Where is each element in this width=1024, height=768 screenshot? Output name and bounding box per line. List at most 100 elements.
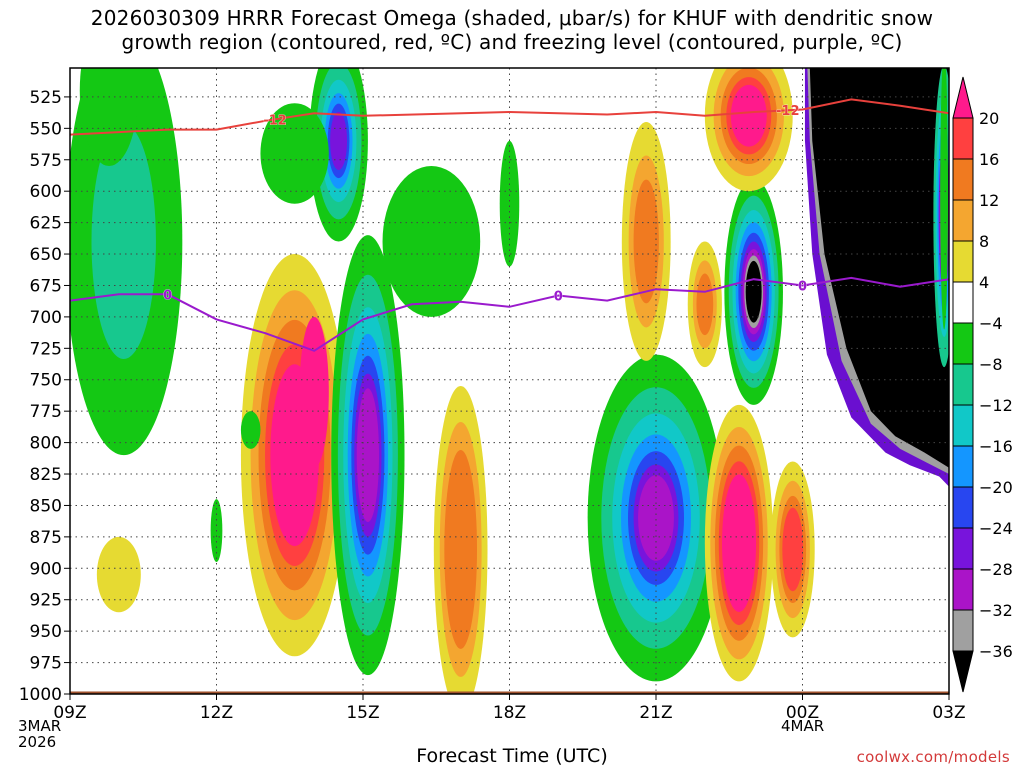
contour-label-0-1: -12 <box>776 104 800 119</box>
colorbar-label-10: −24 <box>979 519 1013 538</box>
colorbar-swatch-5 <box>952 322 974 365</box>
notch-east-inner <box>940 68 949 330</box>
xtick-label-12Z: 12Z <box>200 703 233 723</box>
colorbar-swatch-0 <box>952 117 974 160</box>
colorbar-swatch-11 <box>952 568 974 611</box>
contour-label-0-0: -12 <box>263 113 287 128</box>
x-axis-label: Forecast Time (UTC) <box>416 745 608 767</box>
colorbar-label-11: −28 <box>979 560 1013 579</box>
time-axis: 09Z 12Z 15Z 18Z 21Z 00Z 03Z <box>53 694 966 723</box>
contour-label-1-1: 0 <box>554 290 563 305</box>
uplift-west-top-0 <box>79 68 139 167</box>
colorbar-swatch-1 <box>952 158 974 201</box>
colorbar-cap-top <box>952 76 974 119</box>
uplift-upper-left-0 <box>260 103 329 204</box>
xtick-label-03Z: 03Z <box>932 703 965 723</box>
xtick-label-21Z: 21Z <box>639 703 672 723</box>
ytick-label-825: 825 <box>30 465 62 485</box>
colorbar-label-8: −16 <box>979 437 1013 456</box>
ytick-label-850: 850 <box>30 496 62 516</box>
colorbar-label-4: 4 <box>979 273 989 292</box>
title-line-1: 2026030309 HRRR Forecast Omega (shaded, … <box>90 6 934 30</box>
day2-date-label: 4MAR <box>781 717 825 735</box>
colorbar-label-13: −36 <box>979 642 1013 661</box>
uplift-upper-mid-5 <box>330 111 348 170</box>
colorbar-swatch-7 <box>952 404 974 447</box>
gridlines <box>70 68 949 694</box>
start-date-label: 3MAR 2026 <box>18 718 61 750</box>
uplift-21z-6 <box>638 475 674 561</box>
subsidence-far-west-0 <box>96 536 141 613</box>
colorbar: 20 16 12 8 4 −4 −8 −12 −16 −20 −24 −28 −32 −36 <box>952 76 1013 693</box>
subsidence-23z-low-4 <box>721 474 757 612</box>
uplift-15z-upper-0 <box>382 166 481 317</box>
colorbar-swatch-10 <box>952 527 974 570</box>
xtick-label-09Z: 09Z <box>53 703 86 723</box>
ytick-label-575: 575 <box>30 151 62 171</box>
xtick-label-00Z: 00Z <box>786 703 819 723</box>
colorbar-label-5: −4 <box>979 314 1003 333</box>
subsidence-20z-2 <box>633 179 659 304</box>
colorbar-swatch-4 <box>952 281 974 324</box>
start-date-month: 3MAR <box>18 717 62 735</box>
colorbar-label-9: −20 <box>979 478 1013 497</box>
ytick-label-950: 950 <box>30 622 62 642</box>
colorbar-swatch-8 <box>952 445 974 488</box>
ytick-label-625: 625 <box>30 214 62 234</box>
pressure-axis: 525 550 575 600 625 650 675 700 725 750 775 800 825 8… <box>19 88 70 705</box>
colorbar-label-1: 16 <box>979 150 999 169</box>
subsidence-23z-upper-4 <box>730 84 767 147</box>
colorbar-label-2: 12 <box>979 191 999 210</box>
ytick-label-525: 525 <box>30 88 62 108</box>
subsidence-22z-2 <box>696 273 714 336</box>
uplift-17z-0 <box>499 140 520 267</box>
ytick-label-725: 725 <box>30 339 62 359</box>
contour-label-1-2: 0 <box>798 279 807 294</box>
xtick-label-18Z: 18Z <box>493 703 526 723</box>
terrain-surface <box>70 691 949 694</box>
colorbar-swatch-2 <box>952 199 974 242</box>
contour-freezing-level <box>70 276 949 352</box>
contour-label-1-0: 0 <box>163 288 172 303</box>
uplift-15z-6 <box>356 388 380 523</box>
subsidence-17z-2 <box>444 450 478 649</box>
ytick-label-700: 700 <box>30 308 62 328</box>
colorbar-label-0: 20 <box>979 109 999 128</box>
colorbar-label-6: −8 <box>979 355 1003 374</box>
ytick-label-1000: 1000 <box>19 685 62 705</box>
uplift-east-core <box>809 68 949 468</box>
colorbar-swatch-12 <box>952 609 974 652</box>
ytick-label-800: 800 <box>30 434 62 454</box>
colorbar-cap-bottom <box>952 650 974 693</box>
subsidence-01z-low-3 <box>782 507 804 592</box>
title-line-2: growth region (contoured, red, ºC) and f… <box>121 30 903 54</box>
ytick-label-750: 750 <box>30 371 62 391</box>
temperature-contours: -12 -12 0 0 0 <box>70 98 949 352</box>
colorbar-label-12: −32 <box>979 601 1013 620</box>
uplift-west-1 <box>91 123 156 360</box>
ytick-label-600: 600 <box>30 182 62 202</box>
colorbar-label-3: 8 <box>979 232 989 251</box>
colorbar-swatch-9 <box>952 486 974 529</box>
chart-title: 2026030309 HRRR Forecast Omega (shaded, … <box>0 6 1024 54</box>
ytick-label-650: 650 <box>30 245 62 265</box>
uplift-23z-8 <box>745 260 762 323</box>
credit-link[interactable]: coolwx.com/models <box>856 748 1010 766</box>
ytick-label-875: 875 <box>30 528 62 548</box>
colorbar-label-7: −12 <box>979 396 1013 415</box>
ytick-label-900: 900 <box>30 559 62 579</box>
ytick-label-925: 925 <box>30 591 62 611</box>
colorbar-swatch-3 <box>952 240 974 283</box>
ground-strip <box>70 691 949 694</box>
contour-minus12c <box>70 98 949 136</box>
ytick-label-775: 775 <box>30 402 62 422</box>
xtick-label-15Z: 15Z <box>346 703 379 723</box>
omega-shaded-field <box>70 68 949 694</box>
colorbar-swatch-6 <box>952 363 974 406</box>
ytick-label-975: 975 <box>30 654 62 674</box>
uplift-patch-13z-0 <box>240 411 261 449</box>
ytick-label-675: 675 <box>30 276 62 296</box>
ytick-label-550: 550 <box>30 119 62 139</box>
start-date-year: 2026 <box>18 733 57 751</box>
